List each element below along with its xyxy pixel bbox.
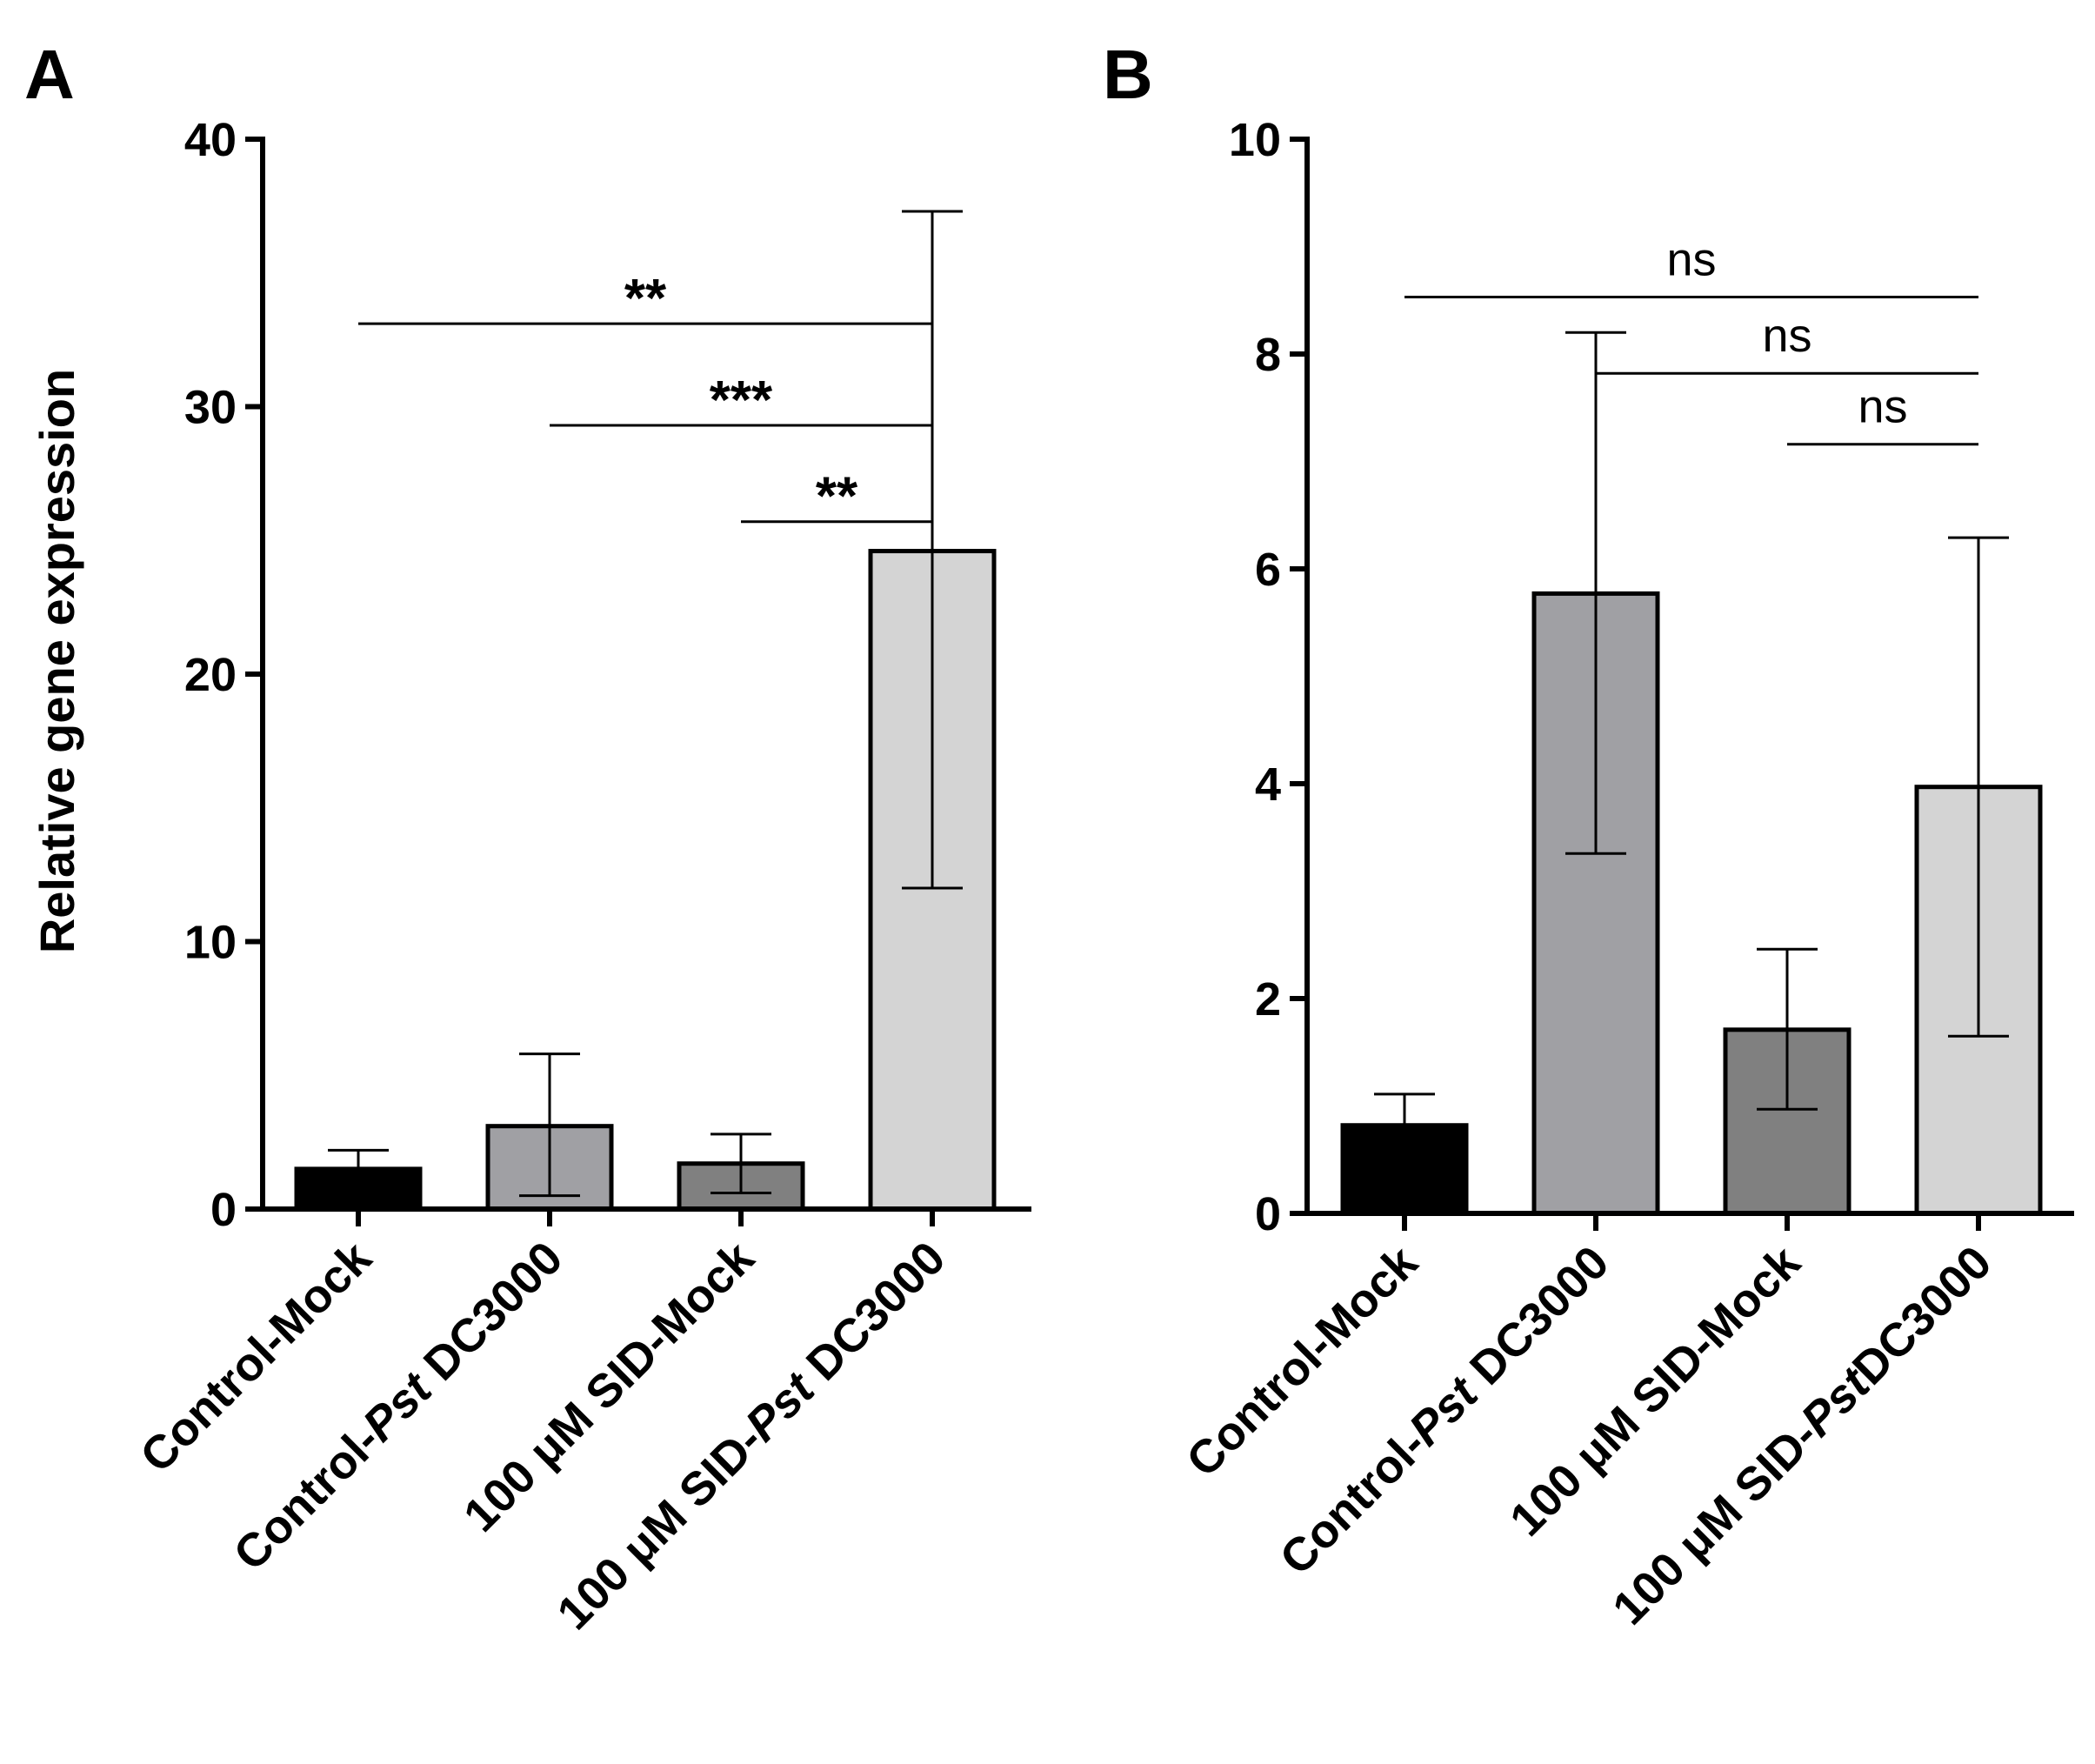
panel-b-y-tick-label: 4 [1255, 758, 1281, 811]
panel-a-y-axis-title: Relative gene expression [30, 369, 84, 953]
panel-b-label: B [1103, 36, 1153, 113]
panel-b-y-tick-label: 8 [1255, 329, 1281, 381]
panel-b-y-tick-label: 2 [1255, 973, 1281, 1026]
panel-b-significance-label: ns [1858, 381, 1907, 433]
panel-b-y-tick-label: 10 [1229, 114, 1281, 166]
panel-a-y-tick-label: 40 [184, 114, 237, 166]
panel-b-bar [1340, 1123, 1469, 1216]
panel-a-significance-label: ** [624, 269, 667, 329]
panel-b-significance-label: ns [1666, 234, 1716, 286]
panel-a-y-tick-label: 30 [184, 382, 237, 434]
panel-a-y-tick-label: 0 [210, 1184, 237, 1236]
panel-a-y-tick-label: 20 [184, 649, 237, 701]
panel-a-y-tick-label: 10 [184, 917, 237, 969]
panel-b-y-tick-label: 6 [1255, 544, 1281, 596]
panel-b-y-tick-label: 0 [1255, 1188, 1281, 1240]
panel-b-significance-label: ns [1762, 310, 1811, 362]
panel-a-significance-label: ** [816, 467, 858, 527]
panel-a-label: A [24, 36, 75, 113]
panel-a-significance-label: *** [710, 371, 773, 431]
